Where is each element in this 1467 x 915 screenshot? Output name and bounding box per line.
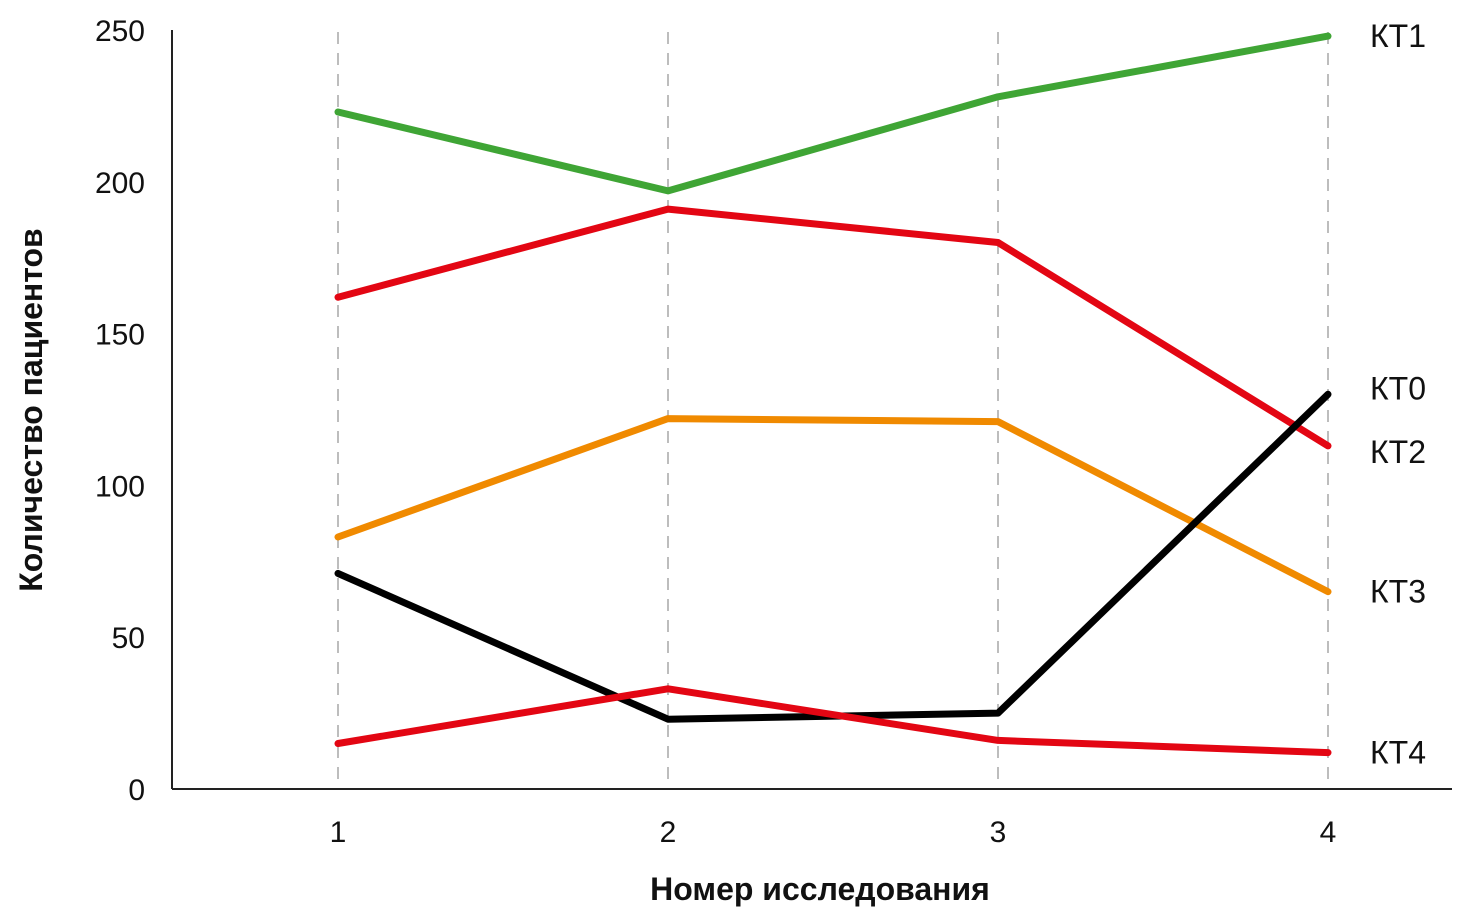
y-tick-label: 200 (95, 167, 145, 200)
series-КТ2-label: КТ2 (1370, 434, 1426, 470)
y-tick-label: 50 (112, 622, 145, 655)
vertical-guides (337, 32, 1329, 789)
series-lines (334, 32, 1332, 757)
y-tick-labels: 0 50 100 150 200 250 (95, 15, 145, 807)
series-КТ0-label: КТ0 (1370, 370, 1426, 406)
axes (171, 30, 1452, 790)
y-tick-label: 0 (128, 774, 145, 807)
x-tick-label: 2 (660, 816, 677, 849)
series-КТ1-label: КТ1 (1370, 18, 1426, 54)
series-labels: КТ1 КТ2 КТ3 КТ0 КТ4 (1370, 18, 1426, 770)
series-КТ0-line (334, 390, 1332, 723)
series-КТ2-line (334, 205, 1332, 450)
y-tick-label: 250 (95, 15, 145, 48)
series-КТ3-line (334, 415, 1332, 596)
y-tick-label: 150 (95, 319, 145, 352)
series-КТ4-line (334, 685, 1332, 757)
series-КТ1-line (334, 32, 1332, 195)
series-КТ3-label: КТ3 (1370, 574, 1426, 610)
x-tick-label: 1 (330, 816, 347, 849)
x-tick-label: 4 (1320, 816, 1337, 849)
x-tick-labels: 1 2 3 4 (330, 816, 1337, 849)
x-tick-label: 3 (990, 816, 1007, 849)
y-axis-title: Количество пациентов (13, 228, 49, 591)
x-axis-title: Номер исследования (650, 871, 990, 907)
y-tick-label: 100 (95, 470, 145, 503)
series-КТ4-label: КТ4 (1370, 735, 1426, 771)
